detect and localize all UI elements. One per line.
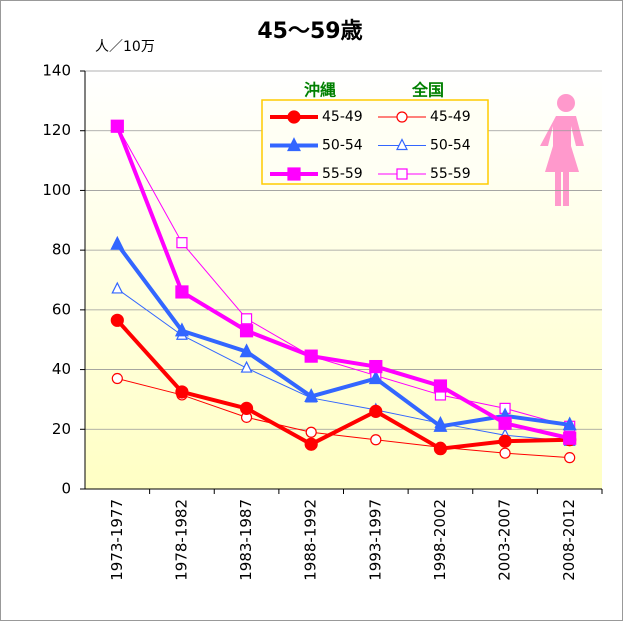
x-tick-label: 1998-2002 [431,499,449,581]
legend-marker [396,168,408,180]
point [176,237,188,249]
y-tick-label: 80 [52,241,71,259]
point [562,416,577,431]
point [499,447,511,459]
legend-marker [396,111,408,123]
point [498,434,512,448]
y-tick-label: 20 [52,420,71,438]
point [175,385,189,399]
point [564,452,576,464]
legend-marker [287,110,301,124]
chart-title: 45～59歳 [257,19,362,44]
point [174,322,189,337]
point [304,349,318,363]
point [239,324,254,338]
series-line [115,318,570,451]
y-tick-label: 60 [52,300,71,318]
series-line [116,125,570,427]
point [433,379,448,393]
point [498,416,512,430]
x-tick-label: 1983-1987 [237,499,255,581]
point [369,404,383,418]
y-axis-label: 人／10万 [95,39,155,55]
point [239,343,254,358]
point [368,370,383,385]
x-tick-label: 1988-1992 [302,499,320,581]
y-tick-label: 100 [42,181,71,199]
point [111,372,123,385]
legend-label: 50-54 [322,138,363,154]
legend-marker [287,137,301,152]
point [175,285,189,299]
series-line [115,125,571,441]
point [304,388,319,403]
x-tick-label: 1993-1997 [366,499,384,581]
point [305,426,317,438]
point [304,437,318,451]
legend-label: 50-54 [430,138,471,154]
point [369,359,383,374]
point [240,360,253,373]
point [433,442,448,456]
x-tick-label: 2008-2012 [560,499,578,581]
y-tick-label: 0 [61,480,71,498]
legend-group: 沖縄 [304,81,336,100]
legend-group: 全国 [411,81,444,100]
point [240,313,253,325]
legend-label: 55-59 [430,166,471,182]
legend-label: 45-49 [430,109,471,125]
point [563,431,577,445]
point [110,313,124,327]
point [433,417,448,432]
point [239,401,254,415]
x-tick-label: 1973-1977 [108,499,126,581]
legend-label: 45-49 [322,109,363,125]
x-tick-label: 2003-2007 [496,499,514,581]
series-line [117,288,570,442]
y-tick-label: 140 [42,62,71,80]
legend: 沖縄 45-49 50-54 55-59 全国 45-49 50-54 55-59 [261,81,489,185]
point [110,235,125,250]
legend-label: 55-59 [322,166,363,182]
point [370,434,382,446]
series-line [117,378,570,459]
point [110,119,124,133]
x-tick-label: 1978-1982 [172,499,190,581]
y-tick-label: 40 [52,360,71,378]
point [111,281,124,294]
legend-marker [396,138,408,151]
legend-marker [287,167,301,181]
y-tick-label: 120 [42,121,71,139]
female-icon [540,94,584,206]
